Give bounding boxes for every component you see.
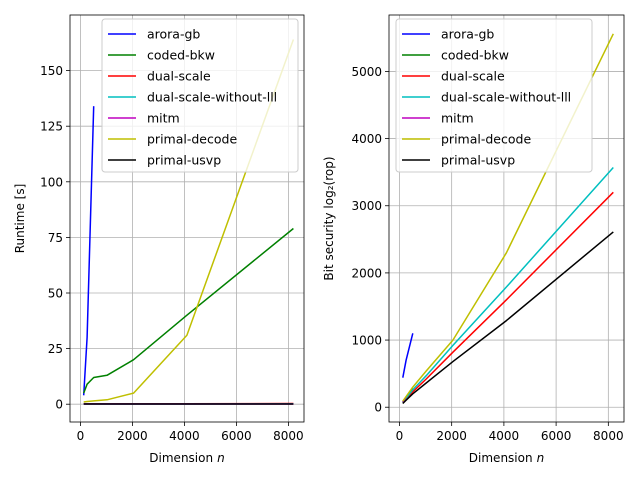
legend-label: dual-scale-without-lll [147, 90, 277, 105]
x-tick-label: 2000 [436, 429, 467, 443]
legend-label: mitm [441, 111, 474, 126]
y-tick-label: 0 [55, 398, 63, 412]
y-tick-label: 2000 [351, 266, 382, 280]
legend-label: primal-usvp [147, 153, 221, 168]
y-axis-label-text: Bit security [322, 213, 336, 281]
y-tick-label: 150 [40, 64, 63, 78]
series-line-arora-gb [82, 106, 95, 396]
legend: arora-gb coded-bkw dual-scale dual-scale-wi… [101, 18, 299, 173]
legend-label: coded-bkw [441, 48, 509, 63]
runtime-chart: 0 2000 4000 6000 8000 0 25 50 75 100 125 150 Dimensi… [13, 14, 305, 465]
y-tick-label: 125 [40, 120, 63, 134]
legend-label: arora-gb [441, 27, 494, 42]
x-axis-label-variable: n [537, 451, 545, 465]
x-tick-label: 8000 [273, 429, 304, 443]
legend-box [395, 18, 593, 173]
series-line-coded-bkw [82, 227, 294, 394]
y-axis-label-text: Runtime [s] [13, 184, 27, 254]
x-tick-label: 4000 [489, 429, 520, 443]
x-tick-label: 6000 [541, 429, 572, 443]
legend-label: primal-decode [441, 132, 531, 147]
x-tick-label: 6000 [221, 429, 252, 443]
legend: arora-gb coded-bkw dual-scale dual-scale-wi… [395, 18, 593, 173]
legend-label: dual-scale [147, 69, 211, 84]
series-line-primal-decode [402, 33, 614, 402]
y-tick-label: 100 [40, 175, 63, 189]
legend-label: dual-scale [441, 69, 505, 84]
y-tick-label: 0 [374, 401, 382, 415]
x-tick-label: 4000 [169, 429, 200, 443]
y-tick-label: 3000 [351, 199, 382, 213]
legend-label: primal-usvp [441, 153, 515, 168]
x-tick-label: 2000 [117, 429, 148, 443]
legend-label: mitm [147, 111, 180, 126]
x-tick-label: 0 [396, 429, 404, 443]
x-axis-label-text: Dimension [149, 451, 213, 465]
y-tick-label: 4000 [351, 132, 382, 146]
legend-label: dual-scale-without-lll [441, 90, 571, 105]
series-line-primal-usvp [402, 231, 614, 405]
x-axis-label: Dimension n [149, 451, 224, 465]
y-tick-label: 5000 [351, 65, 382, 79]
y-tick-label: 1000 [351, 334, 382, 348]
x-axis-label: Dimension n [469, 451, 544, 465]
x-tick-label: 8000 [593, 429, 624, 443]
legend-box [101, 18, 299, 173]
series-line-primal-decode [83, 39, 295, 403]
y-tick-label: 50 [48, 287, 63, 301]
x-tick-label: 0 [77, 429, 85, 443]
y-axis-label-unit: log₂(rop) [322, 156, 336, 208]
legend-label: primal-decode [147, 132, 237, 147]
bit-security-chart: 0 2000 4000 6000 8000 0 1000 2000 3000 4000 5000 Di… [322, 14, 625, 465]
legend-label: coded-bkw [147, 48, 215, 63]
y-tick-label: 25 [48, 342, 63, 356]
y-axis-label: Runtime [s] [13, 184, 27, 254]
legend-label: arora-gb [147, 27, 200, 42]
y-axis-label: Bit security log₂(rop) [322, 156, 336, 280]
x-axis-label-text: Dimension [469, 451, 533, 465]
plot-frame [388, 14, 625, 423]
y-tick-label: 75 [48, 231, 63, 245]
series-line-arora-gb [402, 333, 414, 378]
plot-frame [69, 14, 305, 423]
x-axis-label-variable: n [217, 451, 225, 465]
